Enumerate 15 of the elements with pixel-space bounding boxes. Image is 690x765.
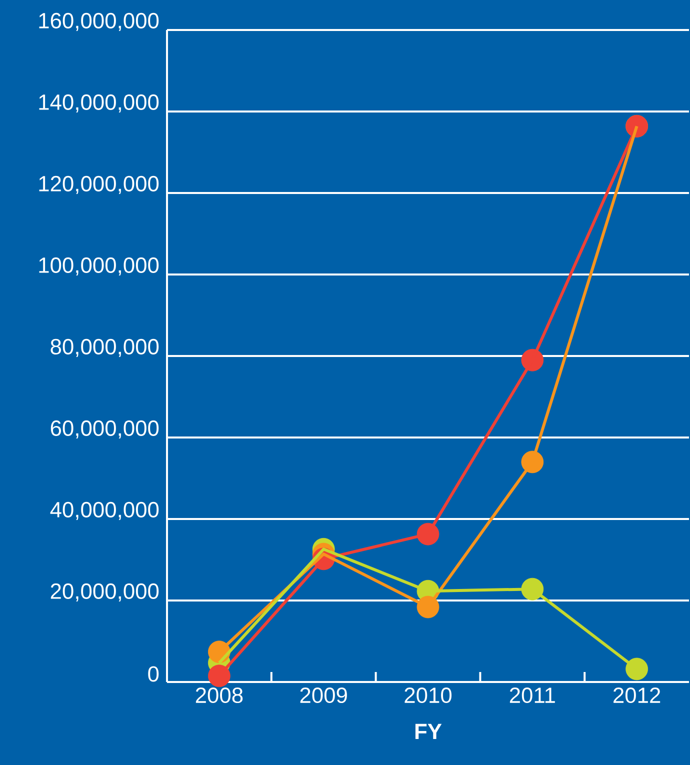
y-tick-label: 20,000,000 <box>50 583 159 602</box>
y-tick-label: 120,000,000 <box>39 176 159 194</box>
y-tick-label: 80,000,000 <box>50 338 159 358</box>
x-tick-label: 2011 <box>510 688 555 704</box>
y-tick-label: 100,000,000 <box>39 257 159 276</box>
y-tick-label: 0 <box>148 666 159 682</box>
x-tick-label: 2009 <box>300 688 347 704</box>
y-tick-label: 160,000,000 <box>39 12 159 32</box>
x-axis-title: FY <box>415 724 442 739</box>
x-tick-label: 2010 <box>404 688 452 704</box>
x-tick-label: 2008 <box>196 688 243 704</box>
y-tick-label: 140,000,000 <box>39 94 159 113</box>
y-tick-label: 40,000,000 <box>50 502 159 520</box>
y-tick-label: 60,000,000 <box>50 420 159 439</box>
x-tick-label: 2012 <box>614 688 660 704</box>
